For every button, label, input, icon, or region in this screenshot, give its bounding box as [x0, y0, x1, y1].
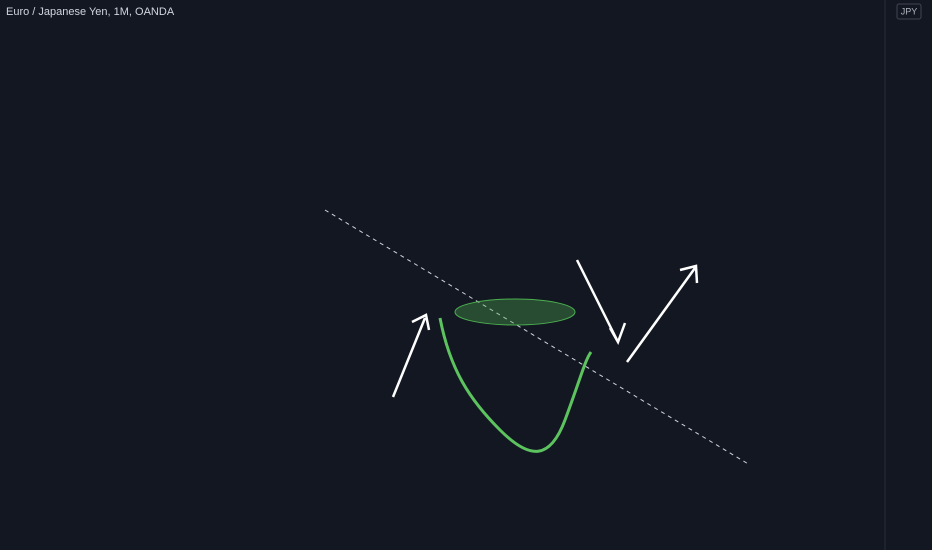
arrow [575, 259, 627, 345]
ellipse [454, 298, 576, 326]
drawings [324, 209, 751, 466]
arrow [625, 264, 699, 363]
trend-line [324, 209, 751, 466]
currency-box [896, 3, 922, 20]
cup-curve [438, 317, 593, 453]
chart-title: Euro / Japanese Yen, 1M, OANDA [6, 6, 175, 18]
currency: JPY [901, 6, 918, 16]
arrow [391, 313, 431, 398]
price-axis [885, 0, 932, 550]
